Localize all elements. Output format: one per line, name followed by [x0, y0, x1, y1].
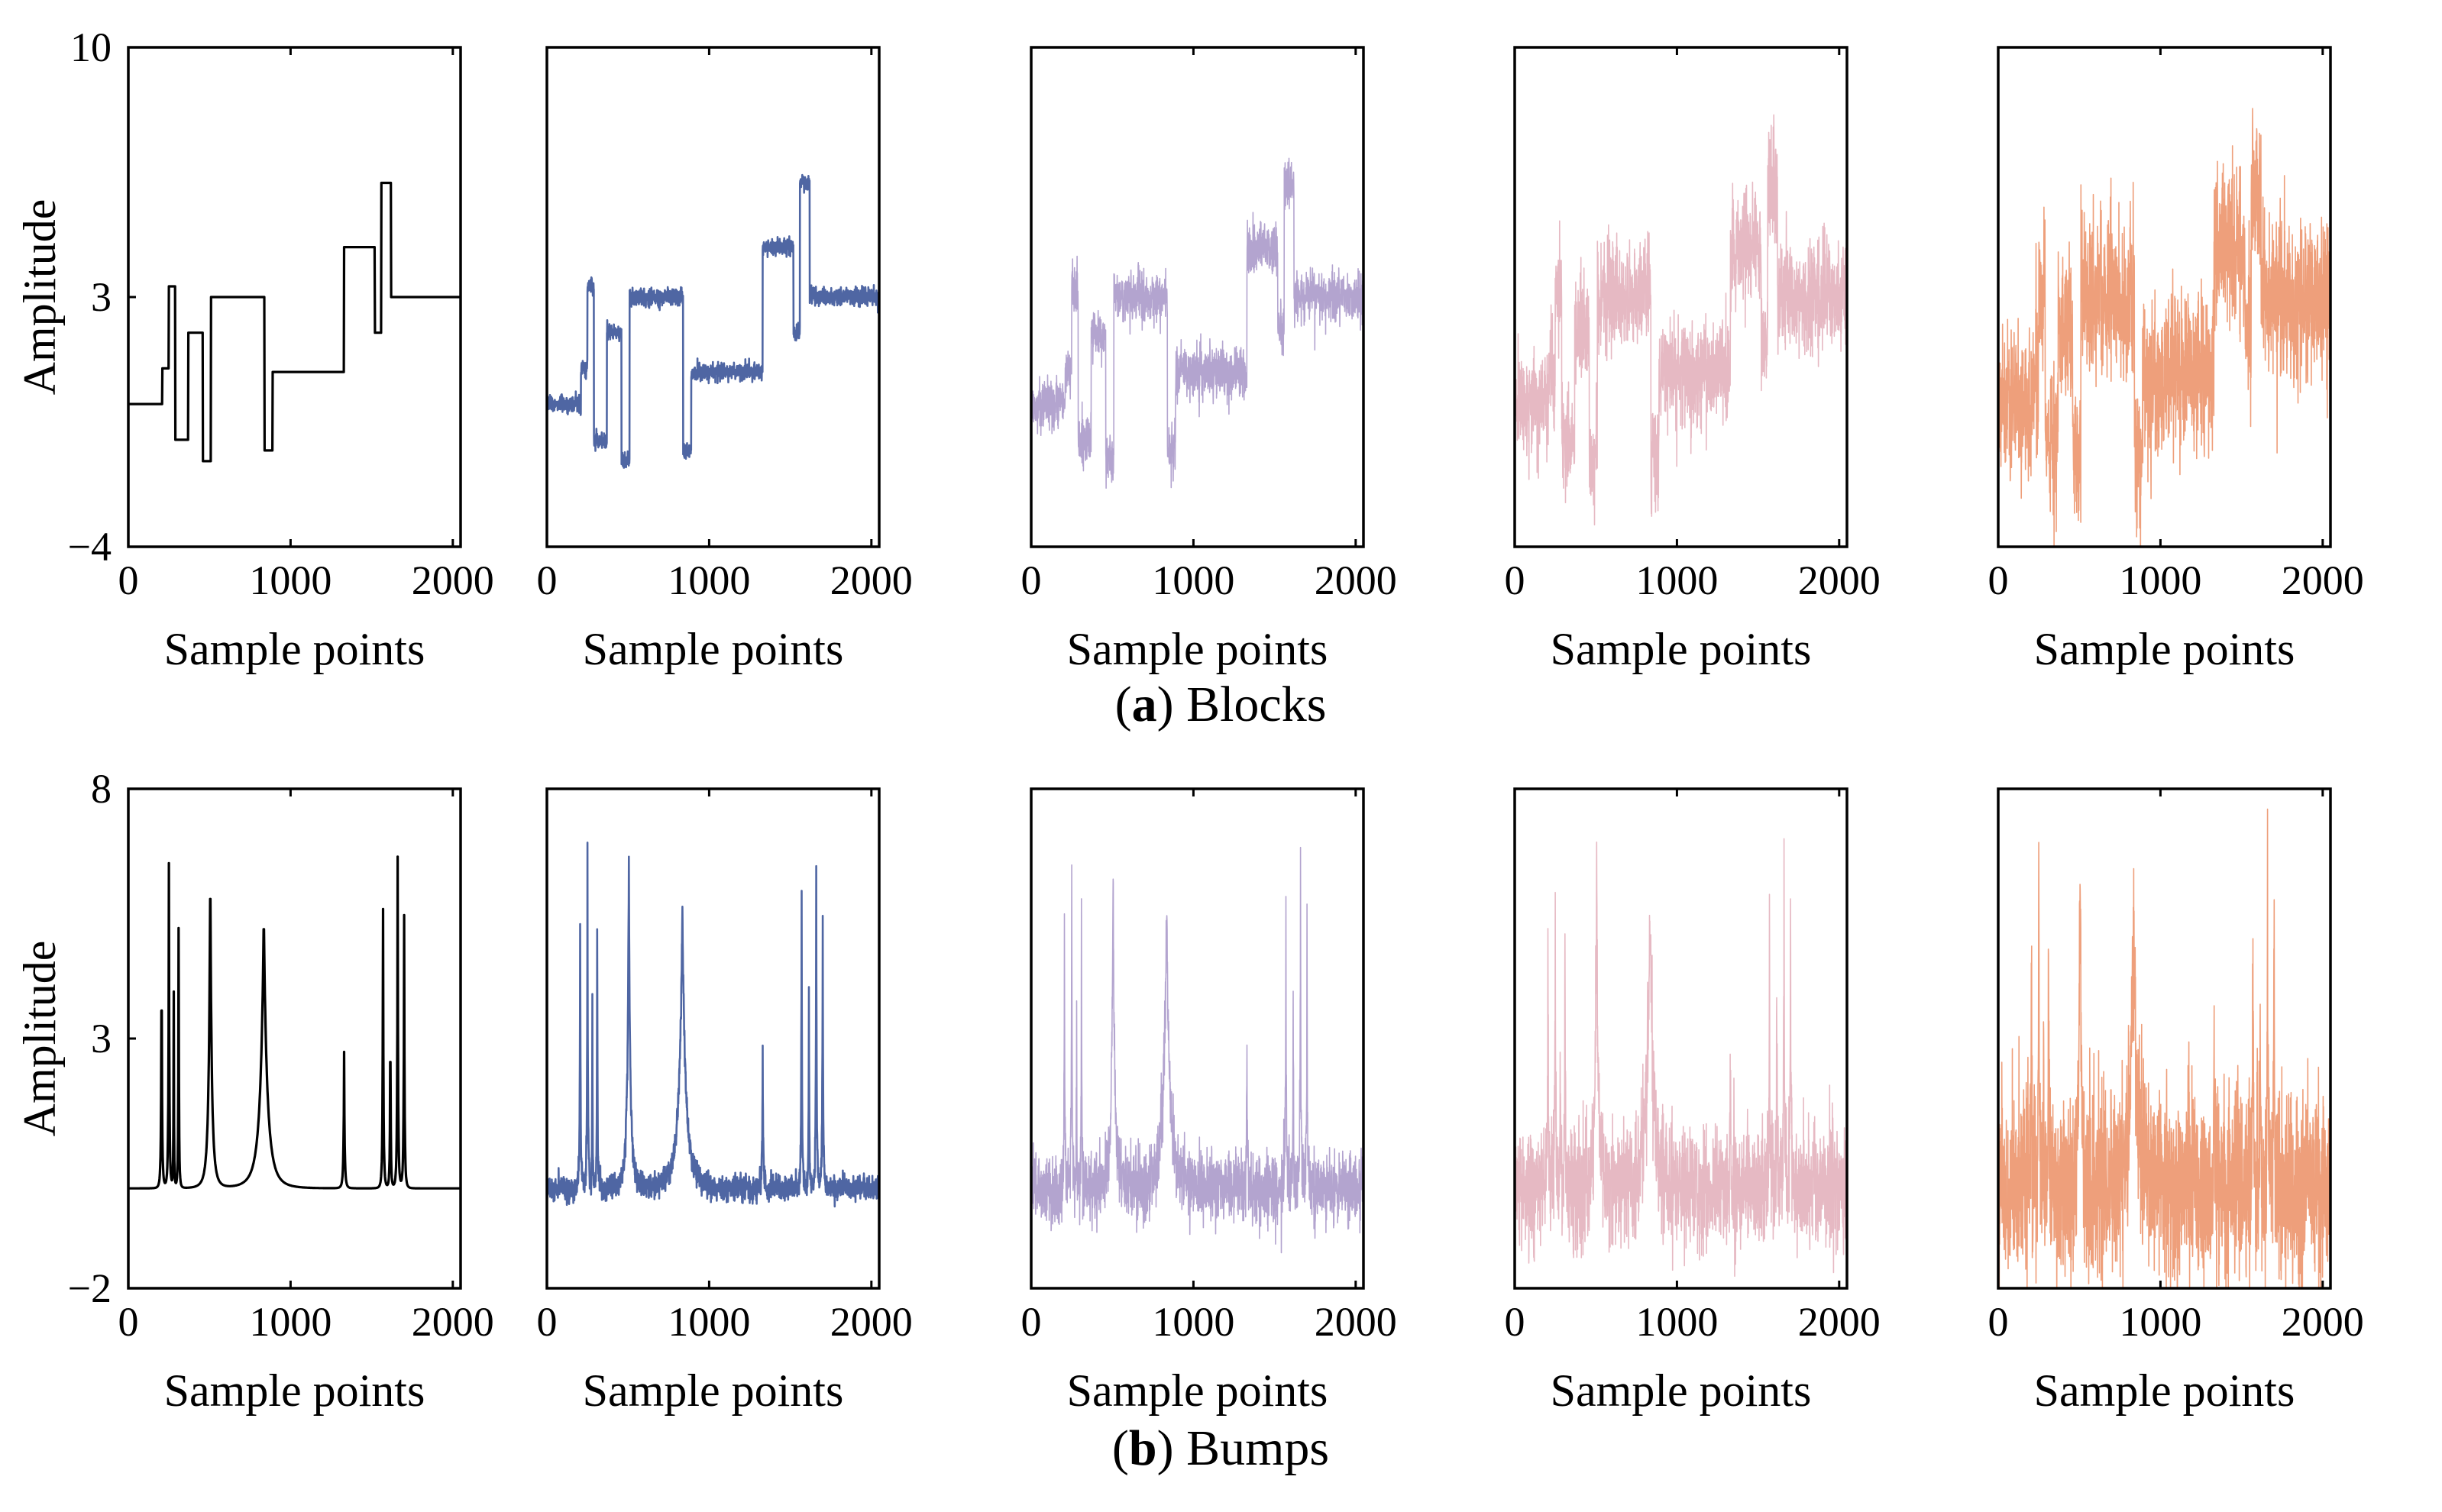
caption-paren-close: )	[1157, 677, 1186, 732]
x-tick-label: 2000	[1315, 557, 1397, 603]
x-axis-label: Sample points	[164, 624, 425, 674]
panel-b-5: 0 1000 2000 Sample points	[1988, 787, 2364, 1416]
x-tick-label: 2000	[412, 1299, 494, 1345]
x-axis-label: Sample points	[1551, 624, 1812, 674]
series-line-noisy-4	[1998, 808, 2330, 1288]
series-line-noisy-3	[1515, 114, 1847, 526]
y-tick-label: −4	[68, 524, 112, 570]
subfigure-caption-b: (b) Bumps	[1112, 1420, 1329, 1476]
axes-frame	[1513, 787, 1848, 1290]
axes-frame	[545, 46, 881, 548]
caption-title: Bumps	[1186, 1420, 1329, 1476]
axes-frame	[1030, 46, 1365, 548]
x-axis-label: Sample points	[2034, 624, 2295, 674]
axes-frame	[545, 787, 881, 1290]
x-tick-label: 2000	[2282, 557, 2364, 603]
panel-a-5: 0 1000 2000 Sample points	[1988, 46, 2364, 674]
x-tick-label: 1000	[2119, 557, 2201, 603]
y-tick-label: 3	[91, 274, 112, 320]
y-axis-label: Amplitude	[15, 941, 65, 1137]
x-axis-label: Sample points	[164, 1365, 425, 1416]
panel-a-2: 0 1000 2000 Sample points	[537, 46, 913, 674]
series-line-noisy-1	[547, 173, 879, 469]
x-tick-label: 0	[1988, 1299, 2009, 1345]
x-axis-label: Sample points	[583, 624, 844, 674]
caption-paren-close: )	[1157, 1420, 1186, 1476]
x-tick-label: 2000	[830, 1299, 913, 1345]
series-line-noisy-1	[547, 842, 879, 1208]
caption-label: a	[1132, 677, 1157, 732]
y-axis-label: Amplitude	[15, 199, 65, 396]
series-line-clean	[128, 855, 461, 1190]
x-tick-label: 0	[537, 1299, 558, 1345]
x-tick-label: 1000	[1635, 1299, 1718, 1345]
axes-frame	[1030, 787, 1365, 1290]
x-tick-label: 2000	[2282, 1299, 2364, 1345]
series-line-noisy-2	[1031, 157, 1363, 489]
x-tick-label: 2000	[1315, 1299, 1397, 1345]
x-tick-label: 1000	[2119, 1299, 2201, 1345]
subfigure-caption-a: (a) Blocks	[1115, 677, 1327, 732]
x-tick-label: 0	[1021, 1299, 1042, 1345]
caption-paren-open: (	[1112, 1420, 1129, 1476]
y-tick-label: 8	[91, 766, 112, 812]
series-line-clean	[128, 181, 461, 463]
caption-label: b	[1129, 1420, 1157, 1476]
x-axis-label: Sample points	[1067, 1365, 1328, 1416]
panel-b-2: 0 1000 2000 Sample points	[537, 787, 913, 1416]
series-line-noisy-3	[1515, 838, 1847, 1277]
x-axis-label: Sample points	[2034, 1365, 2295, 1416]
x-axis-label: Sample points	[583, 1365, 844, 1416]
panel-b-3: 0 1000 2000 Sample points	[1021, 787, 1397, 1416]
y-tick-label: −2	[68, 1265, 112, 1311]
x-tick-label: 1000	[668, 557, 750, 603]
x-tick-label: 1000	[249, 1299, 332, 1345]
x-tick-label: 2000	[1798, 557, 1881, 603]
panel-b-1: 0 1000 2000 Sample points 8 3 −2 Amplitude	[15, 766, 494, 1416]
x-tick-label: 1000	[1152, 557, 1234, 603]
x-axis-label: Sample points	[1551, 1365, 1812, 1416]
y-tick-label: 10	[70, 24, 112, 70]
axes-frame	[1513, 46, 1848, 548]
panel-a-1: 0 1000 2000 Sample points 10 3 −4 Amplitude	[15, 24, 494, 674]
caption-title: Blocks	[1186, 677, 1326, 732]
panel-b-4: 0 1000 2000 Sample points	[1505, 787, 1881, 1416]
x-tick-label: 2000	[1798, 1299, 1881, 1345]
x-tick-label: 1000	[249, 557, 332, 603]
x-tick-label: 2000	[412, 557, 494, 603]
x-tick-label: 1000	[1152, 1299, 1234, 1345]
panel-a-4: 0 1000 2000 Sample points	[1505, 46, 1881, 674]
x-tick-label: 0	[1505, 1299, 1525, 1345]
series-line-noisy-2	[1031, 846, 1363, 1254]
x-tick-label: 0	[118, 1299, 139, 1345]
x-tick-label: 0	[1505, 557, 1525, 603]
x-tick-label: 0	[118, 557, 139, 603]
y-tick-label: 3	[91, 1016, 112, 1061]
axes-frame	[1997, 787, 2332, 1290]
x-axis-label: Sample points	[1067, 624, 1328, 674]
x-tick-label: 1000	[668, 1299, 750, 1345]
x-tick-label: 0	[537, 557, 558, 603]
caption-paren-open: (	[1115, 677, 1132, 732]
axes-frame	[1997, 46, 2332, 548]
x-tick-label: 2000	[830, 557, 913, 603]
series-line-noisy-4	[1998, 108, 2330, 547]
x-tick-label: 0	[1988, 557, 2009, 603]
x-tick-label: 0	[1021, 557, 1042, 603]
x-tick-label: 1000	[1635, 557, 1718, 603]
panel-a-3: 0 1000 2000 Sample points	[1021, 46, 1397, 674]
